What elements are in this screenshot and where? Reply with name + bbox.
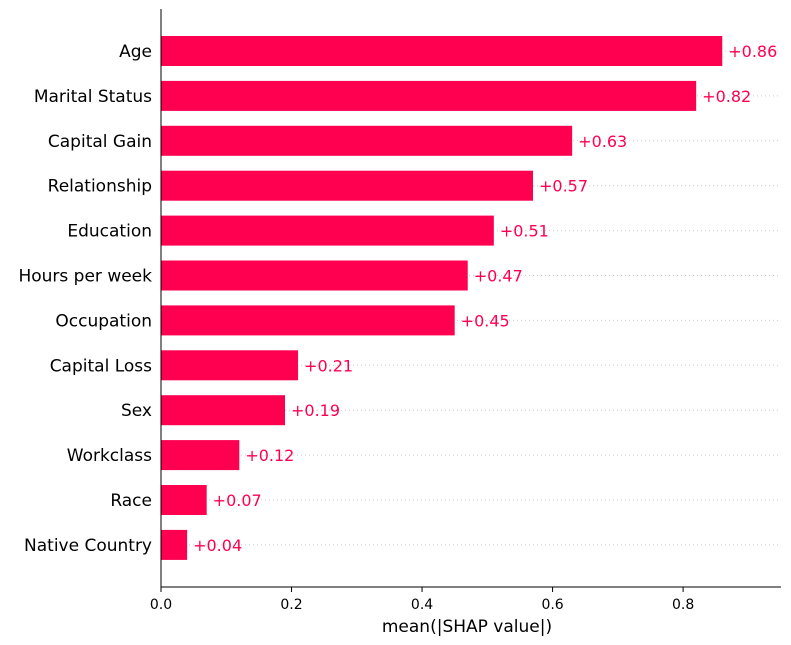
bar xyxy=(161,485,207,515)
bar xyxy=(161,170,533,201)
category-label: Education xyxy=(67,222,152,242)
bar xyxy=(161,305,455,336)
category-label: Capital Gain xyxy=(48,132,152,152)
value-labels: +0.86 +0.82 +0.63 +0.57 +0.51 +0.47 +0.45 +0.21… xyxy=(193,42,777,555)
category-label: Workclass xyxy=(67,446,152,466)
category-label: Native Country xyxy=(24,536,152,556)
bar-value-label: +0.21 xyxy=(304,356,353,375)
bar-value-label: +0.51 xyxy=(500,222,549,241)
category-label: Sex xyxy=(121,401,152,421)
category-label: Marital Status xyxy=(34,87,152,107)
bar xyxy=(161,440,240,471)
category-label: Age xyxy=(119,42,152,62)
category-labels: Age Marital Status Capital Gain Relationshi… xyxy=(18,42,152,556)
bar xyxy=(161,395,285,426)
x-ticks: 0.0 0.2 0.4 0.6 0.8 xyxy=(150,587,694,613)
x-tick-label: 0.2 xyxy=(280,597,302,613)
bar-value-label: +0.04 xyxy=(193,536,242,555)
bar-value-label: +0.63 xyxy=(578,132,627,151)
bar-value-label: +0.07 xyxy=(213,491,262,510)
bar-value-label: +0.47 xyxy=(474,267,523,286)
bar-value-label: +0.82 xyxy=(702,87,751,106)
category-label: Relationship xyxy=(48,177,152,197)
bar xyxy=(161,215,494,246)
category-label: Capital Loss xyxy=(50,356,152,376)
category-label: Hours per week xyxy=(18,267,152,287)
guide-lines xyxy=(161,50,781,546)
bar-value-label: +0.12 xyxy=(245,446,294,465)
x-axis-title: mean(|SHAP value|) xyxy=(382,617,552,637)
category-label: Race xyxy=(110,491,152,511)
x-tick-label: 0.6 xyxy=(541,597,563,613)
bar xyxy=(161,125,573,156)
bar-value-label: +0.19 xyxy=(291,401,340,420)
bar-value-label: +0.45 xyxy=(461,311,510,330)
x-tick-label: 0.4 xyxy=(411,597,433,613)
bar-value-label: +0.57 xyxy=(539,177,588,196)
bar xyxy=(161,36,723,66)
bar xyxy=(161,260,468,291)
bar xyxy=(161,350,299,381)
bar xyxy=(161,529,188,560)
bar-value-label: +0.86 xyxy=(728,42,777,61)
bar xyxy=(161,80,697,111)
x-tick-label: 0.8 xyxy=(672,597,694,613)
bars xyxy=(161,36,723,560)
x-tick-label: 0.0 xyxy=(150,597,172,613)
category-label: Occupation xyxy=(55,311,152,331)
